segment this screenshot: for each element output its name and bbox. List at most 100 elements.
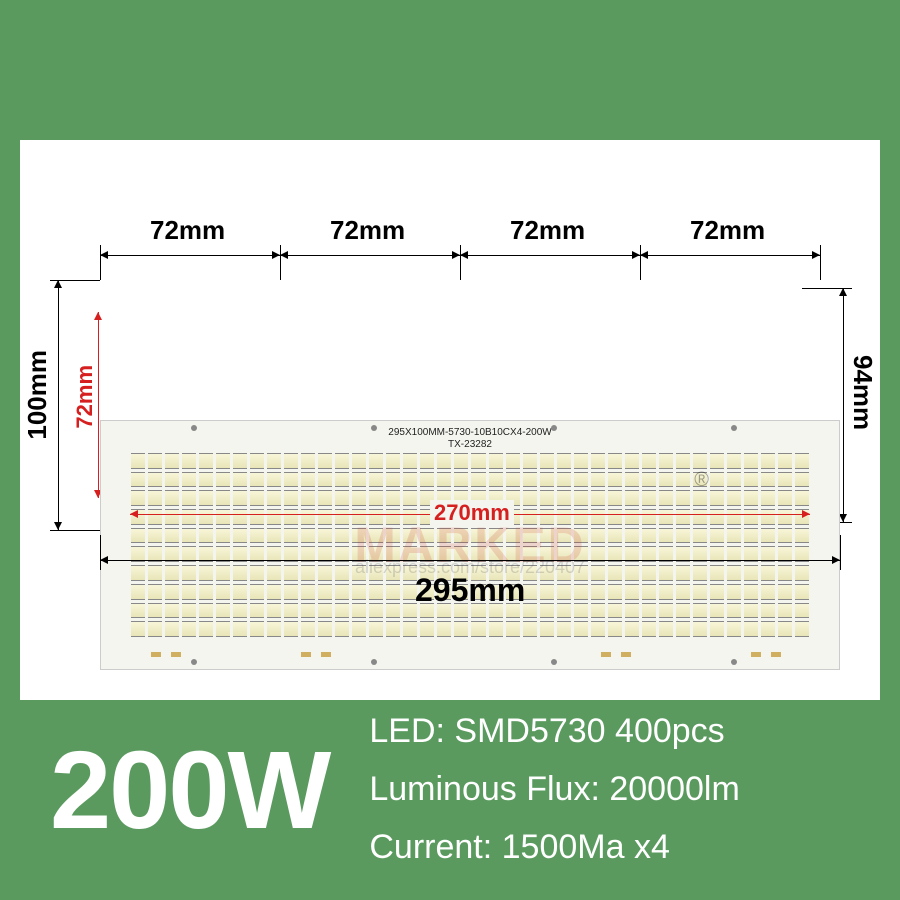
led-chip (284, 603, 298, 619)
tick-r-t (802, 288, 852, 289)
led-chip (778, 565, 792, 581)
led-chip (625, 528, 639, 544)
hole (551, 659, 557, 665)
led-chip (591, 490, 605, 506)
led-chip (540, 603, 554, 619)
led-chip (352, 453, 366, 469)
led-chip (744, 565, 758, 581)
arrow-top-3 (460, 255, 640, 256)
led-chip (761, 584, 775, 600)
led-chip (267, 472, 281, 488)
led-chip (506, 528, 520, 544)
led-chip (369, 584, 383, 600)
tick-t2 (460, 245, 461, 280)
led-chip (710, 603, 724, 619)
hole (191, 659, 197, 665)
led-chip (540, 565, 554, 581)
led-chip (267, 565, 281, 581)
led-chip (454, 528, 468, 544)
led-chip (471, 453, 485, 469)
led-chip (267, 509, 281, 525)
led-chip (744, 472, 758, 488)
led-chip (403, 472, 417, 488)
hole (371, 425, 377, 431)
hole (371, 659, 377, 665)
led-chip (591, 453, 605, 469)
led-chip (250, 565, 264, 581)
led-chip (182, 472, 196, 488)
arrow-top-2 (280, 255, 460, 256)
dim-top-1: 72mm (150, 215, 225, 246)
dim-bottom-outer: 295mm (415, 572, 525, 609)
led-chip (352, 528, 366, 544)
pad (771, 652, 781, 657)
pad (751, 652, 761, 657)
led-chip (489, 472, 503, 488)
tick-bo-l (100, 535, 101, 570)
led-chip (642, 509, 656, 525)
led-chip (250, 603, 264, 619)
led-chip (131, 472, 145, 488)
led-chip (659, 528, 673, 544)
led-chip (625, 621, 639, 637)
spec-list: LED: SMD5730 400pcs Luminous Flux: 20000… (369, 703, 739, 876)
led-chip (608, 453, 622, 469)
led-chip (369, 490, 383, 506)
led-chip (420, 621, 434, 637)
tick-t1 (280, 245, 281, 280)
led-chip (727, 453, 741, 469)
led-chip (778, 584, 792, 600)
led-chip (352, 584, 366, 600)
led-chip (454, 621, 468, 637)
pad (171, 652, 181, 657)
led-chip (506, 453, 520, 469)
tick-t4 (820, 245, 821, 280)
led-chip (557, 472, 571, 488)
led-chip (250, 453, 264, 469)
led-chip (199, 565, 213, 581)
led-chip (625, 509, 639, 525)
led-chip (386, 621, 400, 637)
led-chip (540, 528, 554, 544)
led-chip (727, 565, 741, 581)
led-chip (591, 565, 605, 581)
tick-t3 (640, 245, 641, 280)
arrow-top-4 (640, 255, 820, 256)
led-chip (301, 472, 315, 488)
led-chip (574, 621, 588, 637)
led-chip (608, 621, 622, 637)
led-chip (216, 509, 230, 525)
led-chip (182, 603, 196, 619)
led-chip (744, 603, 758, 619)
led-chip (625, 565, 639, 581)
led-chip (199, 472, 213, 488)
led-chip (523, 472, 537, 488)
led-chip (165, 509, 179, 525)
led-chip (335, 472, 349, 488)
led-chip (301, 603, 315, 619)
tick-t0 (100, 245, 101, 280)
led-chip (761, 528, 775, 544)
led-chip (233, 584, 247, 600)
led-chip (284, 528, 298, 544)
led-chip (693, 453, 707, 469)
led-chip (267, 584, 281, 600)
led-chip (199, 584, 213, 600)
led-chip (352, 472, 366, 488)
led-chip (642, 453, 656, 469)
led-chip (625, 584, 639, 600)
led-chip (625, 453, 639, 469)
led-chip (369, 453, 383, 469)
led-chip (710, 490, 724, 506)
led-chip (523, 453, 537, 469)
led-chip (454, 453, 468, 469)
led-chip (369, 565, 383, 581)
led-chip (386, 565, 400, 581)
pcb-marking: 295X100MM-5730-10B10CX4-200W TX-23282 (388, 427, 551, 451)
hole (551, 425, 557, 431)
led-chip (267, 603, 281, 619)
led-chip (284, 453, 298, 469)
led-chip (557, 621, 571, 637)
led-chip (574, 603, 588, 619)
led-chip (403, 528, 417, 544)
